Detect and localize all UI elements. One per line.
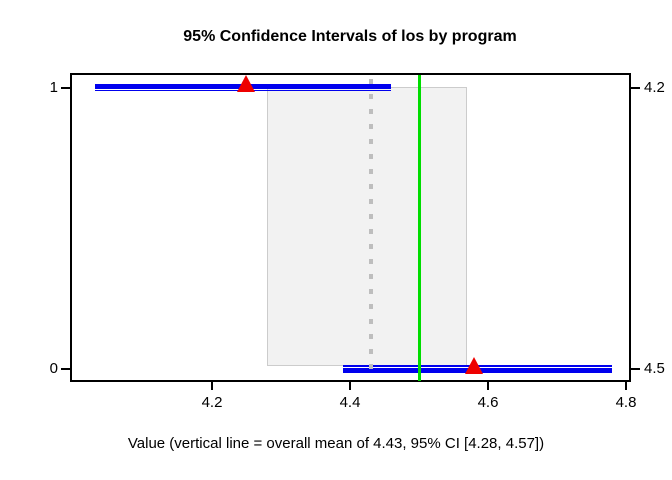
y-tick-label: 0	[49, 359, 58, 377]
right-axis-label: 4.5	[644, 359, 665, 377]
reference-line	[417, 75, 421, 381]
y-axis-tick	[61, 87, 70, 89]
right-axis-tick	[631, 87, 640, 89]
x-tick-label: 4.8	[615, 394, 637, 411]
mean-marker-triangle	[464, 357, 483, 374]
x-axis-tick	[487, 382, 489, 390]
x-tick-label: 4.6	[477, 394, 499, 411]
x-axis-tick	[349, 382, 351, 390]
y-tick-label: 1	[49, 79, 58, 96]
right-axis-tick	[631, 367, 640, 370]
mean-marker-triangle	[237, 75, 255, 92]
x-axis-caption: Value (vertical line = overall mean of 4…	[127, 435, 545, 452]
right-axis-label: 4.2	[644, 79, 665, 96]
x-tick-label: 4.2	[201, 394, 223, 411]
plot-area	[70, 73, 631, 382]
overall-mean-line	[368, 79, 373, 379]
x-axis-tick	[211, 382, 213, 390]
x-axis-tick	[625, 382, 627, 390]
x-tick-label: 4.4	[339, 394, 361, 411]
chart-title: 95% Confidence Intervals of los by progr…	[183, 28, 517, 45]
y-axis-tick	[61, 367, 70, 370]
overall-ci-region	[267, 86, 468, 366]
